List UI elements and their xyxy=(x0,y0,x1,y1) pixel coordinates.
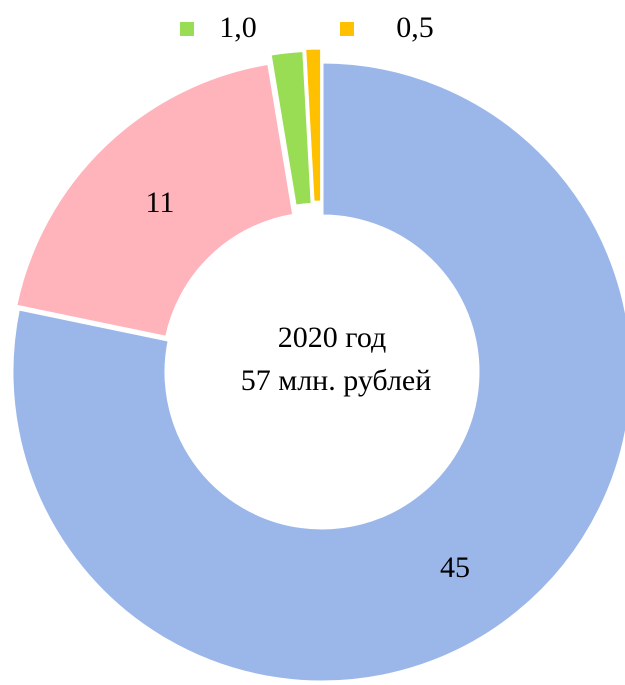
donut-slice xyxy=(10,60,625,684)
data-label: 11 xyxy=(146,186,175,219)
donut-slice xyxy=(268,48,314,208)
data-label: 1,0 xyxy=(219,11,257,44)
center-text: 2020 год xyxy=(278,321,386,354)
donut-slice xyxy=(303,46,324,204)
data-label: 0,5 xyxy=(396,11,434,44)
legend-key xyxy=(180,22,194,36)
data-label: 45 xyxy=(440,551,470,584)
legend-key xyxy=(340,22,354,36)
center-text: 57 млн. рублей xyxy=(241,364,432,397)
donut-slice xyxy=(13,61,296,340)
